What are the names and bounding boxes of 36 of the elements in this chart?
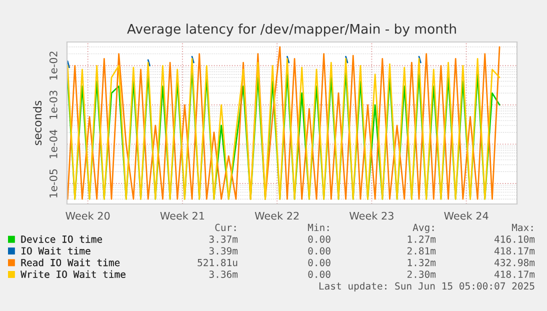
legend-label: Device IO time <box>21 235 102 243</box>
text: 418.17m <box>494 247 535 255</box>
text: 418.17m <box>494 270 535 278</box>
text: 432.98m <box>494 258 535 266</box>
x-tick-label: Week 24 <box>444 212 488 220</box>
text: 1.27m <box>408 235 436 243</box>
text: Min: <box>308 224 329 232</box>
text: 1.32m <box>408 258 436 266</box>
x-tick-label: Week 22 <box>254 212 299 220</box>
text: 3.36m <box>209 270 238 278</box>
text: 2.30m <box>407 270 436 278</box>
y-tick-label: 1e-04 <box>49 130 58 158</box>
legend-label: Write IO Wait time <box>20 270 126 278</box>
text: 521.81u <box>198 258 238 266</box>
y-tick-label: 1e-02 <box>49 52 58 80</box>
x-tick-label: Week 23 <box>349 212 394 220</box>
text: 2.81m <box>407 247 436 255</box>
text: Last update: Sun Jun 15 05:00:07 2025 <box>319 282 534 292</box>
legend-label: IO Wait time <box>22 247 90 255</box>
x-tick-label: Week 21 <box>160 212 204 220</box>
y-tick-label: 1e-03 <box>49 90 58 119</box>
x-tick-label: Week 20 <box>66 212 110 220</box>
text: Max: <box>512 224 533 232</box>
text: 0.00 <box>308 235 330 243</box>
text: Cur: <box>215 224 236 232</box>
text: 0.00 <box>308 258 330 266</box>
text: 0.00 <box>308 270 330 278</box>
y-tick-label: 1e-05 <box>49 169 58 198</box>
text: Avg: <box>412 224 434 234</box>
legend-label: Read IO Wait time <box>21 258 120 266</box>
text: 3.37m <box>209 235 238 243</box>
text: 416.10m <box>494 235 535 243</box>
text: 0.00 <box>308 247 330 255</box>
text: 3.39m <box>209 247 238 255</box>
chart-title: Average latency for /dev/mapper/Main - by month <box>127 24 456 36</box>
y-axis-title: seconds <box>32 100 42 146</box>
